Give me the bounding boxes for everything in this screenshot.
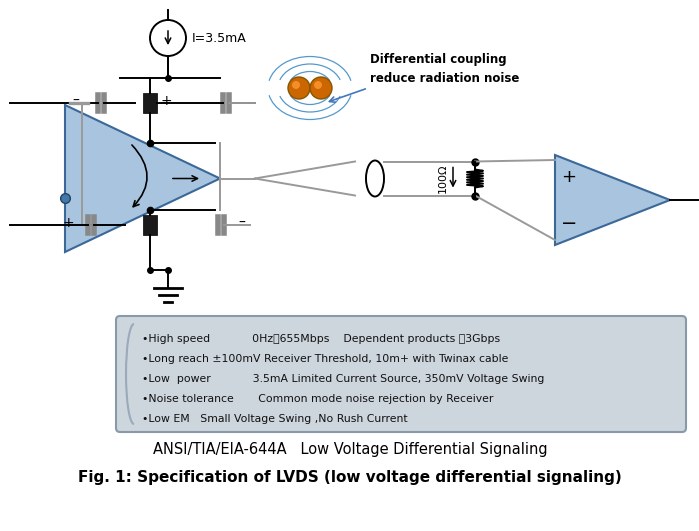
Text: Differential coupling: Differential coupling	[370, 54, 507, 66]
Text: –: –	[238, 216, 245, 230]
Text: •Noise tolerance       Common mode noise rejection by Receiver: •Noise tolerance Common mode noise rejec…	[142, 394, 493, 404]
Text: Fig. 1: Specification of LVDS (low voltage differential signaling): Fig. 1: Specification of LVDS (low volta…	[78, 470, 622, 485]
Text: +: +	[62, 216, 73, 230]
Text: –: –	[72, 94, 79, 108]
Circle shape	[292, 81, 300, 89]
Polygon shape	[65, 105, 220, 252]
Text: +: +	[161, 94, 173, 108]
Text: I=3.5mA: I=3.5mA	[192, 31, 247, 45]
FancyBboxPatch shape	[116, 316, 686, 432]
Circle shape	[314, 81, 322, 89]
Bar	[143, 93, 157, 113]
Text: •High speed            0Hz～655Mbps    Dependent products ～3Gbps: •High speed 0Hz～655Mbps Dependent produc…	[142, 334, 500, 344]
Text: •Long reach ±100mV Receiver Threshold, 10m+ with Twinax cable: •Long reach ±100mV Receiver Threshold, 1…	[142, 354, 508, 364]
Bar	[143, 215, 157, 235]
Text: 100Ω: 100Ω	[438, 164, 448, 193]
Text: ANSI/TIA/EIA-644A   Low Voltage Differential Signaling: ANSI/TIA/EIA-644A Low Voltage Differenti…	[152, 442, 547, 457]
Text: •Low  power            3.5mA Limited Current Source, 350mV Voltage Swing: •Low power 3.5mA Limited Current Source,…	[142, 374, 545, 384]
Text: +: +	[561, 168, 577, 186]
Text: •Low EM   Small Voltage Swing ,No Rush Current: •Low EM Small Voltage Swing ,No Rush Cur…	[142, 414, 408, 424]
Text: −: −	[561, 213, 577, 233]
FancyArrowPatch shape	[132, 145, 147, 207]
Circle shape	[310, 77, 332, 99]
Text: reduce radiation noise: reduce radiation noise	[370, 72, 519, 84]
Circle shape	[288, 77, 310, 99]
Polygon shape	[555, 155, 670, 245]
